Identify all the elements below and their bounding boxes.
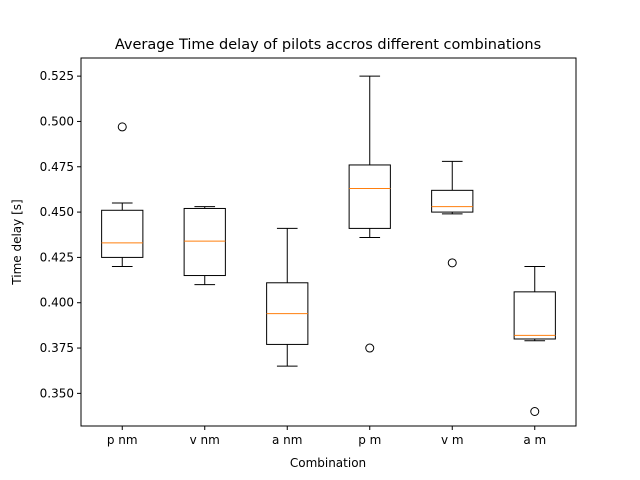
outlier-point	[365, 343, 375, 353]
y-tick-label: 0.500	[40, 114, 74, 128]
axes-frame	[80, 57, 577, 427]
y-tick-label: 0.525	[40, 69, 74, 83]
y-tick-label: 0.450	[40, 205, 74, 219]
x-tick-label: v m	[441, 433, 464, 447]
y-tick-label: 0.475	[40, 160, 74, 174]
x-tick-label: a m	[523, 433, 546, 447]
outlier-point	[530, 406, 540, 416]
y-tick-label: 0.350	[40, 386, 74, 400]
plot-area: 0.350 0.375 0.400 0.425 0.450 0.475 0.500 0.525…	[40, 69, 556, 447]
y-tick-label: 0.375	[40, 341, 74, 355]
iqr-box	[348, 164, 391, 229]
x-tick-label: a nm	[272, 433, 302, 447]
chart-title: Average Time delay of pilots accros diff…	[115, 37, 541, 53]
x-tick-label: p nm	[107, 433, 138, 447]
y-axis-label: Time delay [s]	[10, 199, 24, 285]
x-axis-label: Combination	[290, 456, 366, 470]
iqr-box	[431, 189, 474, 213]
y-tick-label: 0.425	[40, 250, 74, 264]
x-tick-label: p m	[358, 433, 381, 447]
iqr-box	[101, 209, 144, 258]
x-tick-label: v nm	[190, 433, 220, 447]
outlier-point	[447, 258, 457, 268]
outlier-point	[117, 122, 127, 132]
iqr-box	[513, 291, 556, 340]
iqr-box	[183, 207, 226, 277]
y-tick-label: 0.400	[40, 296, 74, 310]
